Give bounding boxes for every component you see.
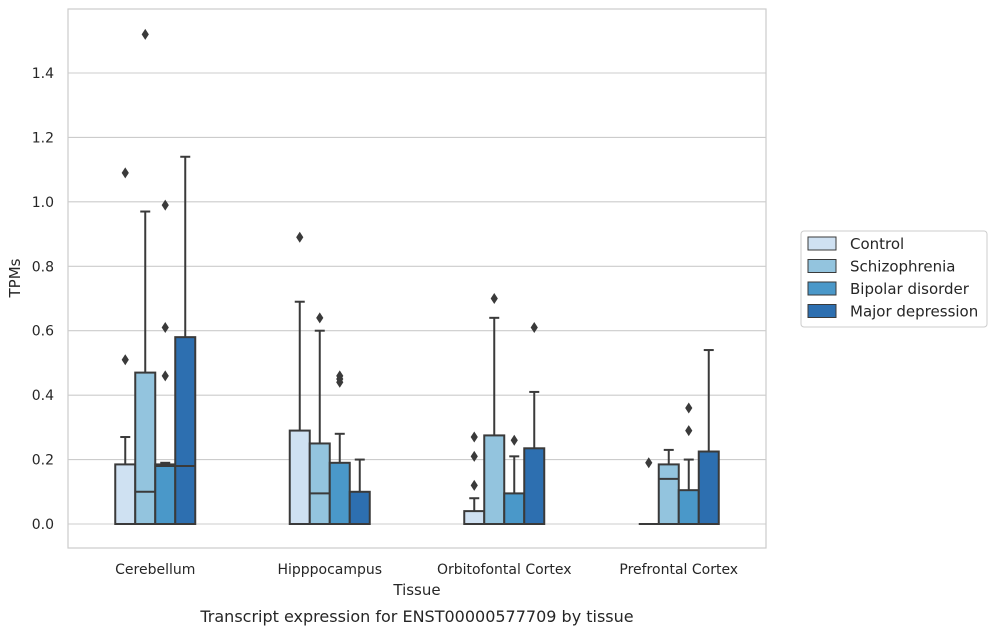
box-body xyxy=(328,461,351,525)
outlier-point xyxy=(161,199,169,211)
legend-swatch xyxy=(807,236,837,251)
y-tick-labels: 0.0 0.2 0.4 0.6 0.8 1.0 1.2 1.4 xyxy=(32,66,54,533)
box-body xyxy=(114,463,137,525)
box-body xyxy=(308,442,331,526)
outlier-point xyxy=(161,321,169,333)
x-tick-label: Cerebellum xyxy=(115,562,195,578)
y-tick-label: 0.6 xyxy=(32,324,54,340)
box-body xyxy=(463,510,486,526)
legend-label: Control xyxy=(850,235,904,253)
x-tick-label: Hipppocampus xyxy=(277,562,382,578)
box-group xyxy=(308,312,331,526)
outlier-point xyxy=(161,370,169,382)
y-tick-label: 1.4 xyxy=(32,66,54,82)
box-groups xyxy=(114,28,720,526)
legend-label: Schizophrenia xyxy=(850,258,955,276)
legend-label: Bipolar disorder xyxy=(850,280,970,298)
box-group xyxy=(154,199,177,525)
outlier-point xyxy=(530,321,538,333)
y-tick-label: 0.2 xyxy=(32,453,54,469)
outlier-point xyxy=(470,431,478,443)
outlier-point xyxy=(121,167,129,179)
box-group xyxy=(677,402,700,525)
outlier-point xyxy=(510,434,518,446)
box-body xyxy=(154,463,177,525)
outlier-point xyxy=(470,450,478,462)
box-body xyxy=(677,489,700,525)
y-tick-label: 1.0 xyxy=(32,195,54,211)
legend-frame xyxy=(800,230,988,328)
y-tick-label: 0.8 xyxy=(32,259,54,275)
x-tick-label: Prefrontal Cortex xyxy=(619,562,738,578)
box-body xyxy=(697,450,720,525)
legend-swatch xyxy=(807,281,837,296)
box-body xyxy=(348,490,371,525)
box-group xyxy=(638,457,659,525)
legend: Control Schizophrenia Bipolar disorder Majo… xyxy=(800,230,988,328)
outlier-point xyxy=(296,231,304,243)
y-tick-label: 1.2 xyxy=(32,130,54,146)
legend-swatch xyxy=(807,304,837,318)
legend-label: Major depression xyxy=(850,303,978,321)
box-body xyxy=(483,434,506,525)
box-body xyxy=(288,429,311,526)
outlier-point xyxy=(141,28,149,40)
y-tick-label: 0.0 xyxy=(32,517,54,533)
box-body xyxy=(503,492,526,525)
figure-caption: Transcript expression for ENST0000057770… xyxy=(199,607,633,626)
box-group xyxy=(348,458,371,525)
outlier-point xyxy=(685,402,693,414)
box-body xyxy=(523,447,546,525)
y-tick-label: 0.4 xyxy=(32,388,54,404)
x-tick-labels: Cerebellum Hipppocampus Orbitofontal Corte… xyxy=(115,562,738,578)
box-group xyxy=(174,155,197,525)
box-body xyxy=(657,463,680,525)
box-body xyxy=(134,371,157,526)
box-group xyxy=(483,293,506,525)
box-group xyxy=(288,231,311,526)
outlier-point xyxy=(121,354,129,366)
box-group xyxy=(134,28,157,526)
outlier-point xyxy=(316,312,324,324)
y-axis-label: TPMs xyxy=(6,258,24,298)
x-axis-label: Tissue xyxy=(392,581,440,599)
box-group xyxy=(328,370,351,525)
outlier-point xyxy=(645,457,653,469)
box-group xyxy=(523,321,546,525)
outlier-point xyxy=(490,293,498,304)
outlier-point xyxy=(336,370,344,382)
legend-swatch xyxy=(807,259,837,273)
box-group xyxy=(697,349,720,525)
outlier-point xyxy=(685,425,693,437)
box-body xyxy=(174,336,197,525)
x-tick-label: Orbitofontal Cortex xyxy=(437,562,572,578)
outlier-point xyxy=(470,479,478,491)
